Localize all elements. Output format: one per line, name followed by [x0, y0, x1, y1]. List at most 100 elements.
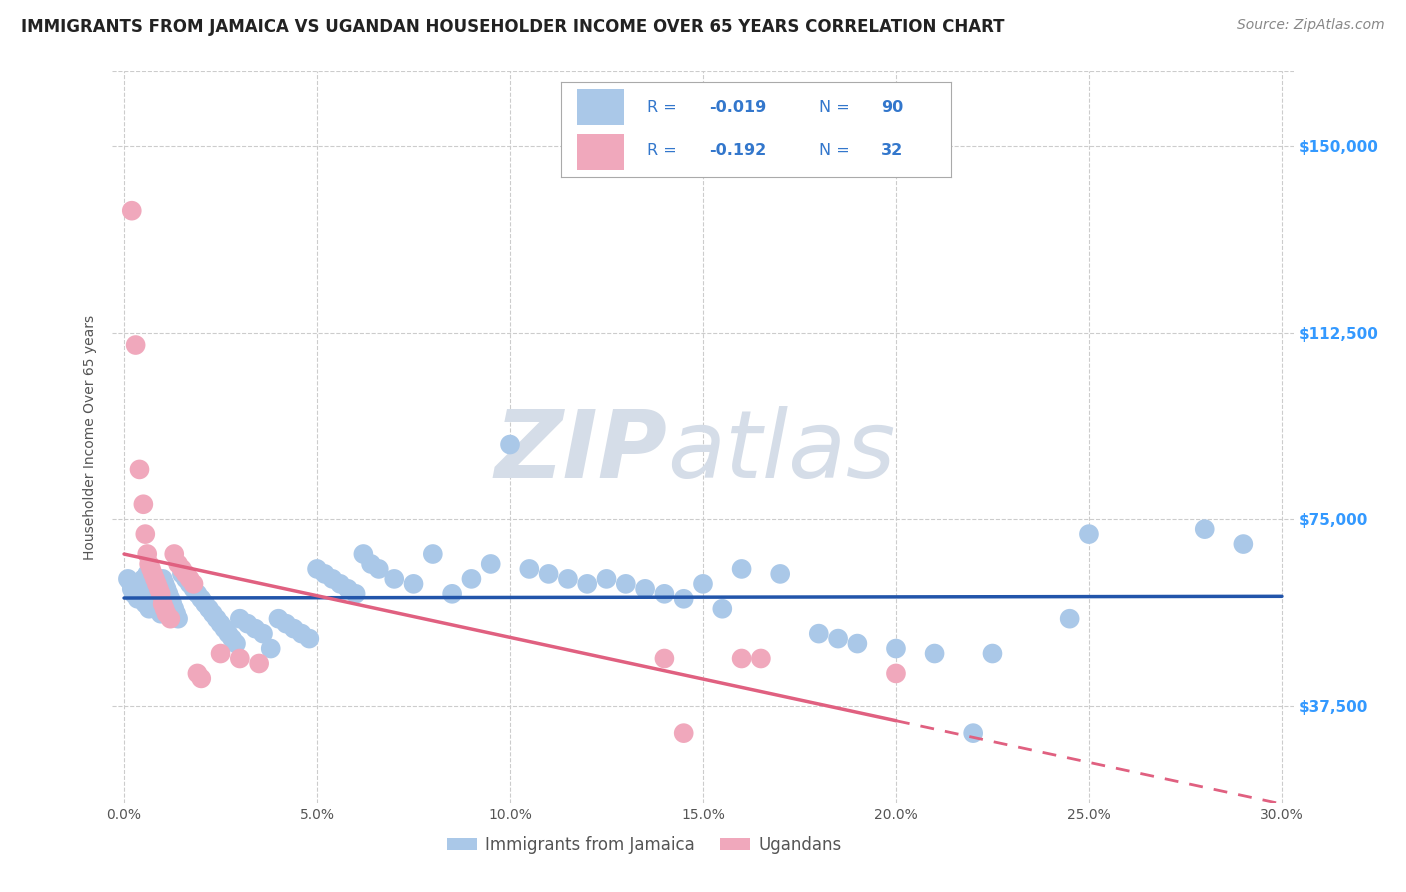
Point [229, 612, 252, 626]
Point [1059, 612, 1081, 626]
Point [1078, 527, 1101, 541]
Point [441, 587, 464, 601]
Point [153, 577, 176, 591]
Text: Source: ZipAtlas.com: Source: ZipAtlas.com [1237, 18, 1385, 32]
Point [499, 437, 522, 451]
Point [614, 577, 637, 591]
Point [298, 632, 321, 646]
Point [672, 726, 695, 740]
Point [283, 622, 305, 636]
Point [422, 547, 444, 561]
Point [336, 582, 359, 596]
Point [138, 601, 160, 615]
Point [692, 577, 714, 591]
Point [143, 572, 166, 586]
Point [749, 651, 772, 665]
Point [118, 574, 141, 589]
Point [163, 601, 186, 615]
Point [229, 651, 252, 665]
Point [1194, 522, 1216, 536]
Point [152, 597, 174, 611]
Point [132, 572, 155, 586]
Point [155, 582, 177, 596]
Point [314, 566, 336, 581]
Point [136, 547, 159, 561]
Point [402, 577, 425, 591]
Point [136, 566, 159, 581]
Point [201, 607, 224, 621]
Point [654, 651, 676, 665]
Point [159, 612, 181, 626]
Point [711, 601, 734, 615]
Point [186, 666, 208, 681]
Point [138, 557, 160, 571]
Point [155, 607, 177, 621]
Point [170, 562, 193, 576]
Point [162, 597, 184, 611]
Point [142, 566, 165, 581]
Point [152, 572, 174, 586]
Point [367, 562, 389, 576]
Point [149, 587, 172, 601]
Point [730, 562, 752, 576]
Point [460, 572, 482, 586]
Point [148, 582, 170, 596]
Point [131, 587, 153, 601]
Point [167, 557, 190, 571]
Point [360, 557, 382, 571]
Point [537, 566, 560, 581]
Point [321, 572, 343, 586]
Point [654, 587, 676, 601]
Point [186, 587, 208, 601]
Point [291, 626, 314, 640]
Point [209, 616, 232, 631]
Point [183, 582, 205, 596]
Point [142, 587, 165, 601]
Point [139, 577, 162, 591]
Point [153, 601, 176, 615]
Point [221, 632, 243, 646]
Legend: Immigrants from Jamaica, Ugandans: Immigrants from Jamaica, Ugandans [440, 829, 848, 860]
Point [205, 612, 228, 626]
Point [305, 562, 328, 576]
Point [672, 591, 695, 606]
Point [344, 587, 367, 601]
Point [267, 612, 290, 626]
Point [981, 647, 1004, 661]
Point [167, 612, 190, 626]
Point [769, 566, 792, 581]
Point [179, 577, 201, 591]
Point [1232, 537, 1254, 551]
Point [225, 636, 247, 650]
Point [174, 566, 197, 581]
Point [134, 527, 156, 541]
Point [245, 622, 267, 636]
Point [517, 562, 540, 576]
Point [595, 572, 617, 586]
Point [124, 577, 146, 591]
Point [634, 582, 657, 596]
Point [149, 607, 172, 621]
Point [165, 607, 187, 621]
Text: atlas: atlas [668, 406, 896, 497]
Point [576, 577, 599, 591]
Text: ZIP: ZIP [495, 406, 668, 498]
Point [884, 641, 907, 656]
Point [924, 647, 946, 661]
Point [122, 587, 145, 601]
Point [132, 497, 155, 511]
Point [198, 601, 221, 615]
Point [159, 591, 181, 606]
Point [260, 641, 283, 656]
Point [190, 591, 212, 606]
Point [479, 557, 502, 571]
Point [124, 338, 146, 352]
Point [846, 636, 869, 650]
Point [194, 597, 217, 611]
Point [128, 462, 150, 476]
Point [146, 597, 169, 611]
Point [179, 572, 201, 586]
Point [190, 672, 212, 686]
Point [209, 647, 232, 661]
Point [170, 566, 193, 581]
